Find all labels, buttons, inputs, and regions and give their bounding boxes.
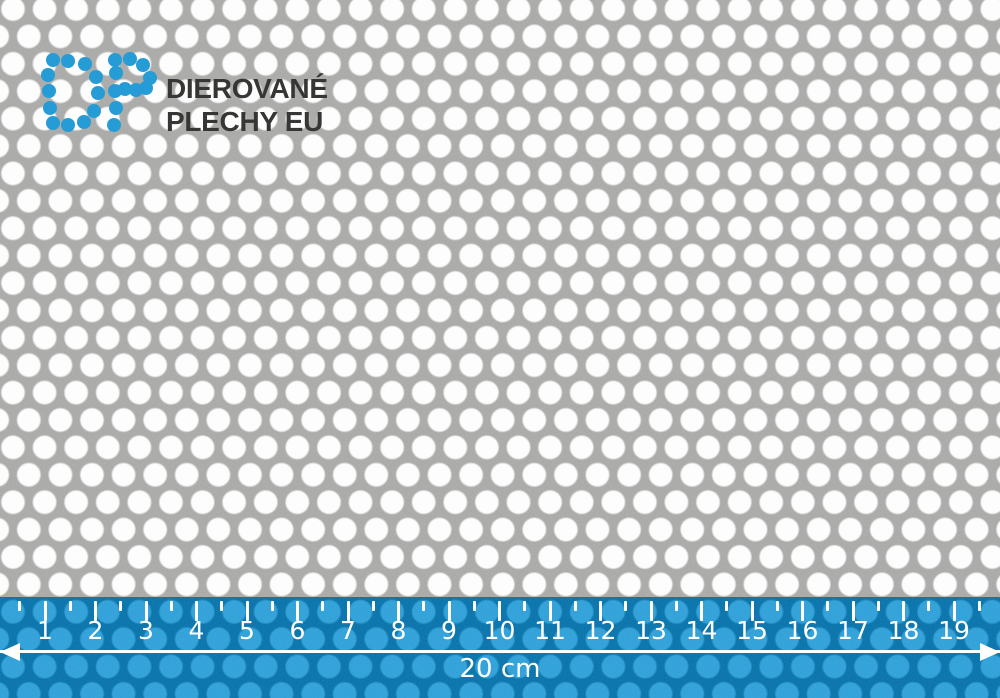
ruler-number: 2 — [87, 616, 104, 645]
ruler-minor-tick — [876, 601, 880, 611]
brand-wordmark: DIEROVANÉ PLECHY EU — [166, 72, 328, 138]
ruler-length-label: 20 cm — [459, 654, 541, 684]
ruler-number: 6 — [289, 616, 306, 645]
ruler-minor-tick — [270, 601, 274, 611]
ruler-number: 19 — [938, 616, 970, 645]
ruler-number: 15 — [736, 616, 768, 645]
ruler-number: 4 — [188, 616, 205, 645]
ruler-number: 18 — [887, 616, 920, 645]
ruler-number: 8 — [390, 616, 407, 645]
ruler-minor-tick — [220, 601, 224, 611]
ruler-minor-tick — [169, 601, 173, 611]
ruler-number: 3 — [138, 616, 154, 645]
ruler-number: 13 — [635, 616, 667, 645]
ruler-minor-tick — [321, 601, 325, 611]
ruler-minor-tick — [977, 601, 981, 611]
ruler-minor-tick — [68, 601, 72, 611]
ruler-number: 5 — [239, 616, 255, 645]
ruler-number: 10 — [483, 616, 516, 645]
ruler-number: 11 — [534, 616, 566, 645]
ruler-arrow-line — [0, 650, 1000, 653]
ruler-minor-tick — [927, 601, 931, 611]
ruler-number: 1 — [37, 616, 53, 645]
ruler-minor-tick — [523, 601, 527, 611]
ruler-minor-tick — [472, 601, 476, 611]
ruler-number: 17 — [837, 616, 869, 645]
ruler-minor-tick — [422, 601, 426, 611]
brand-name-line2: PLECHY EU — [166, 106, 324, 137]
ruler-number: 7 — [340, 616, 356, 645]
ruler-number: 12 — [584, 616, 617, 645]
ruler-minor-tick — [573, 601, 577, 611]
ruler-number: 16 — [786, 616, 819, 645]
ruler-minor-tick — [775, 601, 779, 611]
ruler-minor-tick — [119, 601, 123, 611]
brand-name-line1: DIEROVANÉ — [166, 73, 328, 104]
ruler-minor-tick — [826, 601, 830, 611]
ruler-minor-tick — [371, 601, 375, 611]
ruler-minor-tick — [624, 601, 628, 611]
ruler-minor-tick — [18, 601, 22, 611]
ruler-minor-tick — [725, 601, 729, 611]
ruler-number: 9 — [441, 616, 457, 645]
measurement-ruler: 1 2 3 4 5 6 7 8 9 10 11 12 13 14 15 16 17 18 19 20 cm — [0, 597, 1000, 698]
ruler-number: 14 — [685, 616, 718, 645]
ruler-minor-tick — [674, 601, 678, 611]
